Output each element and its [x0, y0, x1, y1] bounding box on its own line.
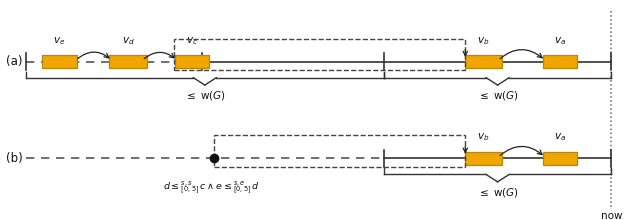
Text: $\leq$ w($G$): $\leq$ w($G$)	[184, 89, 226, 102]
Text: $v_c$: $v_c$	[186, 35, 198, 47]
Text: $\leq$ w($G$): $\leq$ w($G$)	[477, 89, 518, 102]
FancyArrowPatch shape	[463, 147, 467, 152]
Text: $v_b$: $v_b$	[477, 132, 490, 143]
Text: (b): (b)	[6, 152, 22, 165]
Text: (a): (a)	[6, 55, 22, 68]
Bar	[543, 55, 577, 68]
FancyArrowPatch shape	[500, 50, 542, 59]
Text: $v_b$: $v_b$	[477, 35, 490, 47]
Bar	[42, 55, 77, 68]
Bar	[465, 152, 502, 165]
Bar	[174, 38, 465, 70]
Bar	[543, 152, 577, 165]
Bar	[465, 55, 502, 68]
FancyArrowPatch shape	[500, 147, 542, 156]
Text: now: now	[601, 211, 623, 220]
Text: $v_e$: $v_e$	[53, 35, 66, 47]
Text: $v_a$: $v_a$	[554, 35, 566, 47]
Bar	[214, 135, 465, 167]
Bar	[109, 55, 147, 68]
FancyArrowPatch shape	[77, 52, 109, 59]
Bar	[175, 55, 209, 68]
Text: $d \leq^{s,s}_{[0,5]}\, c \wedge e \leq^{s,e}_{[0,5]}\, d$: $d \leq^{s,s}_{[0,5]}\, c \wedge e \leq^…	[163, 180, 260, 198]
FancyArrowPatch shape	[144, 52, 174, 59]
Text: $v_d$: $v_d$	[122, 35, 134, 47]
FancyArrowPatch shape	[463, 50, 467, 56]
Text: $\leq$ w($G$): $\leq$ w($G$)	[477, 186, 518, 199]
Text: $v_a$: $v_a$	[554, 132, 566, 143]
